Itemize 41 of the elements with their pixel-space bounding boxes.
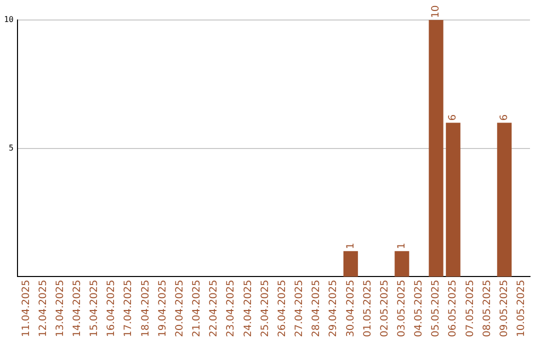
x-tick-label: 23.04.2025 (226, 280, 237, 338)
x-tick-label: 25.04.2025 (260, 280, 271, 338)
x-tick-label: 21.04.2025 (192, 280, 203, 338)
x-tick-label: 01.05.2025 (362, 280, 374, 338)
x-tick-label: 18.04.2025 (140, 280, 152, 338)
x-tick-label: 03.05.2025 (396, 280, 408, 338)
x-tick-label: 24.04.2025 (242, 280, 254, 338)
y-tick-label: 5 (8, 143, 14, 152)
data-label: 6 (448, 114, 459, 121)
x-tick-label: 26.04.2025 (276, 280, 288, 338)
data-label: 6 (498, 114, 510, 121)
x-tick-label: 04.05.2025 (414, 280, 425, 338)
x-tick-label: 06.05.2025 (448, 280, 459, 338)
x-tick-label: 07.05.2025 (464, 280, 476, 338)
x-tick-label: 22.04.2025 (208, 280, 220, 338)
x-tick-label: 29.04.2025 (328, 280, 340, 338)
x-tick-label: 15.04.2025 (89, 280, 100, 338)
x-tick-label: 09.05.2025 (498, 280, 510, 338)
x-tick-label: 12.04.2025 (38, 280, 49, 338)
x-tick-label: 14.04.2025 (72, 280, 84, 338)
bar (446, 122, 460, 277)
x-tick-label: 13.04.2025 (54, 280, 66, 338)
x-tick-label: 17.04.2025 (123, 280, 134, 338)
data-label: 1 (396, 242, 408, 250)
bar (394, 251, 410, 277)
x-tick-label: 05.05.2025 (430, 280, 442, 338)
bar (428, 20, 444, 277)
x-tick-label: 30.04.2025 (345, 280, 356, 338)
x-tick-label: 16.04.2025 (106, 280, 118, 338)
x-tick-label: 11.04.2025 (20, 280, 32, 338)
data-label: 10 (430, 5, 442, 18)
x-tick-label: 02.05.2025 (379, 280, 390, 338)
x-tick-label: 28.04.2025 (311, 280, 322, 338)
x-tick-label: 10.05.2025 (516, 280, 528, 338)
data-label: 1 (345, 242, 356, 250)
x-tick-label: 20.04.2025 (174, 280, 186, 338)
bar (497, 122, 512, 277)
x-tick-label: 08.05.2025 (482, 280, 493, 338)
bar (343, 251, 358, 277)
x-tick-label: 27.04.2025 (294, 280, 306, 338)
x-tick-label: 19.04.2025 (157, 280, 168, 338)
